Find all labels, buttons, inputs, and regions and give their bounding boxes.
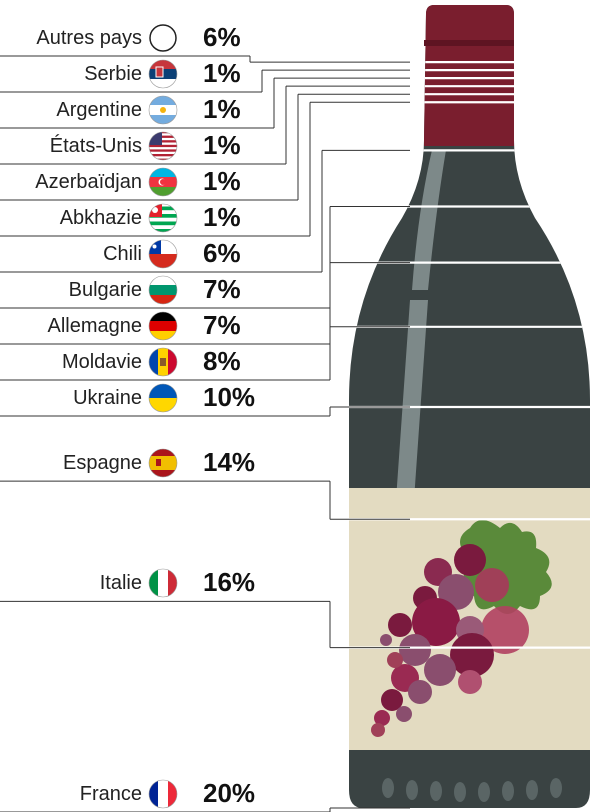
country-label: Serbie xyxy=(84,63,142,86)
country-label: Autres pays xyxy=(36,27,142,50)
country-label: Bulgarie xyxy=(68,279,142,302)
value-label: 1% xyxy=(203,166,241,197)
country-label: Moldavie xyxy=(61,351,142,374)
value-label: 1% xyxy=(203,202,241,233)
value-label: 20% xyxy=(203,778,256,808)
germany-flag-icon xyxy=(148,311,178,341)
france-flag-icon xyxy=(148,779,178,809)
value-label: 16% xyxy=(203,567,256,598)
chile-flag-icon xyxy=(148,239,178,269)
bottle-foil xyxy=(424,5,514,146)
country-label: France xyxy=(79,783,142,805)
country-label: Chili xyxy=(103,243,142,266)
moldova-flag-icon xyxy=(148,347,178,377)
value-label: 6% xyxy=(203,22,241,53)
usa-flag-icon xyxy=(148,131,178,161)
country-label: États-Unis xyxy=(49,135,142,158)
country-label: Allemagne xyxy=(47,315,142,338)
serbia-flag-icon xyxy=(148,59,178,89)
bulgaria-flag-icon xyxy=(148,275,178,305)
value-label: 7% xyxy=(203,274,241,305)
country-label: Italie xyxy=(99,572,142,595)
argentina-flag-icon xyxy=(148,95,178,125)
value-label: 7% xyxy=(203,310,241,341)
value-label: 6% xyxy=(203,238,241,269)
value-label: 1% xyxy=(203,58,241,89)
blank-circle-icon xyxy=(149,24,177,52)
country-label: Azerbaïdjan xyxy=(35,171,142,194)
azerbaijan-flag-icon xyxy=(148,167,178,197)
foil-lip xyxy=(424,40,514,46)
value-label: 1% xyxy=(203,130,241,161)
ukraine-flag-icon xyxy=(148,383,178,413)
country-label: Argentine xyxy=(56,99,142,122)
country-label: Espagne xyxy=(63,452,142,475)
spain-flag-icon xyxy=(148,448,178,478)
bottle-base-highlights xyxy=(382,778,562,802)
italy-flag-icon xyxy=(148,569,178,598)
value-label: 1% xyxy=(203,94,241,125)
value-label: 8% xyxy=(203,346,241,377)
value-label: 10% xyxy=(203,382,256,413)
value-label: 14% xyxy=(203,447,256,478)
country-label: Abkhazie xyxy=(59,207,142,230)
grape-cluster xyxy=(371,544,529,737)
country-label: Ukraine xyxy=(73,387,142,410)
abkhazia-flag-icon xyxy=(148,203,178,233)
